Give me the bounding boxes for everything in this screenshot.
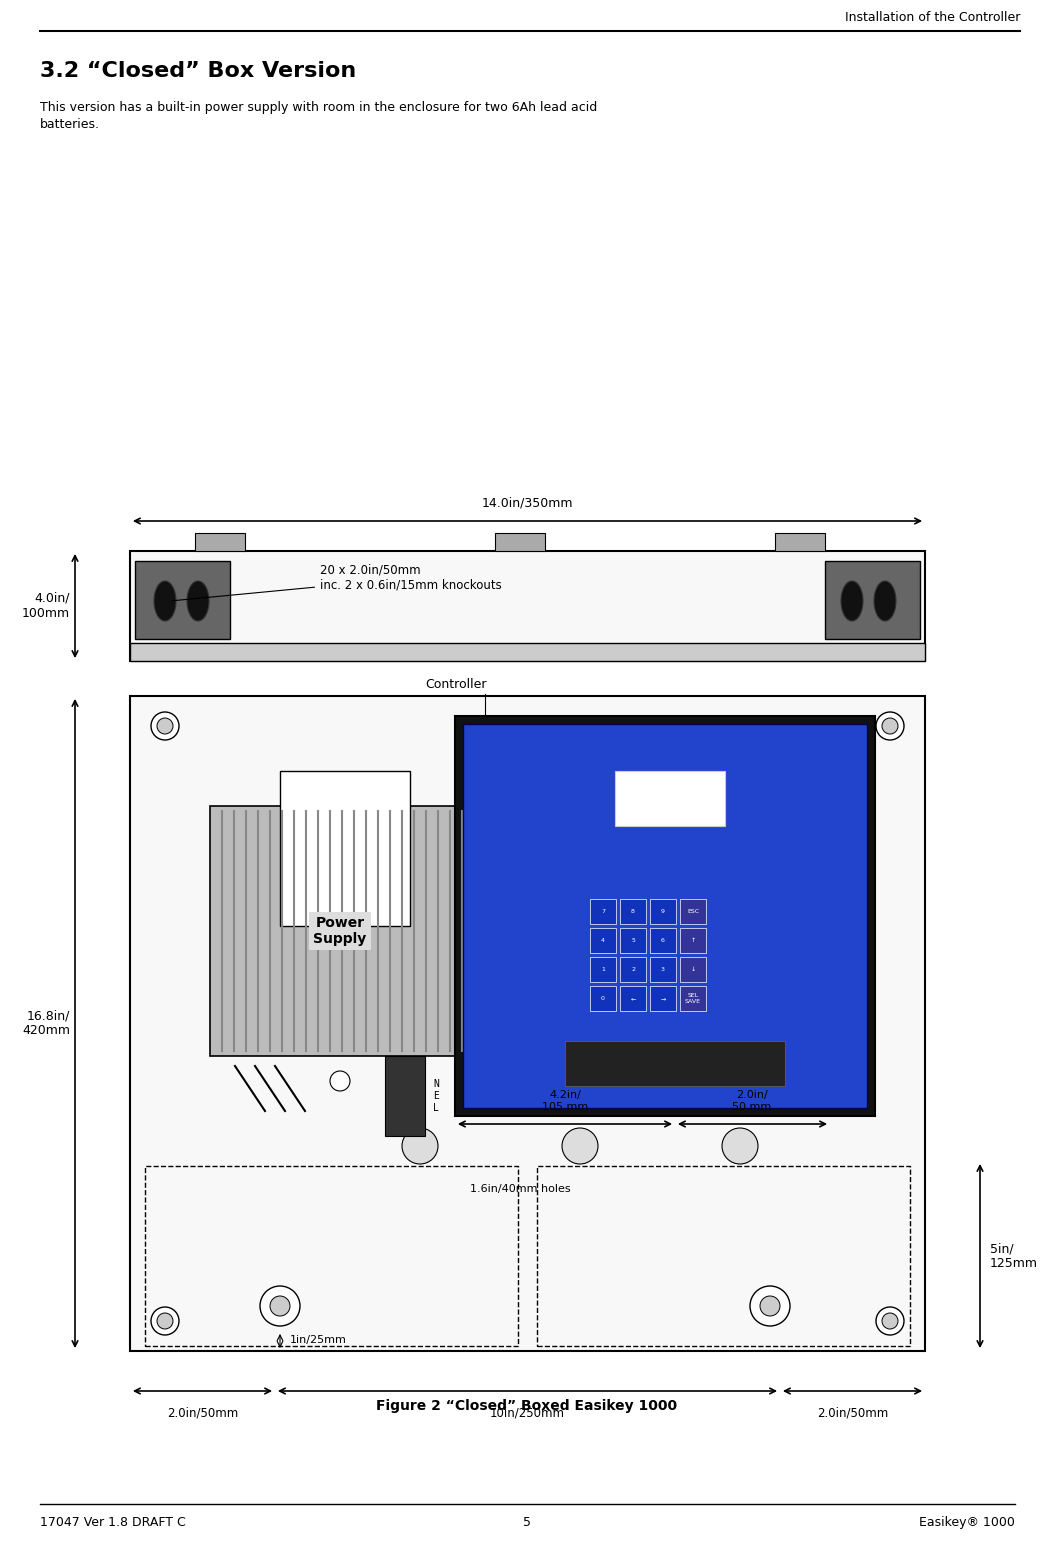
Text: ESC: ESC	[687, 908, 699, 915]
Text: Easikey® 1000: Easikey® 1000	[919, 1516, 1015, 1528]
Text: 5: 5	[631, 938, 635, 943]
Text: N
E
L: N E L	[433, 1079, 439, 1112]
Bar	[775, 532, 825, 551]
Bar	[135, 561, 230, 639]
Circle shape	[151, 1308, 179, 1334]
Text: 7: 7	[601, 908, 605, 915]
Text: 16.8in/
420mm: 16.8in/ 420mm	[22, 1010, 70, 1038]
Text: Power
Supply: Power Supply	[313, 916, 367, 946]
Bar	[680, 929, 706, 954]
Text: 5in/
125mm: 5in/ 125mm	[990, 1242, 1038, 1270]
Bar	[590, 899, 616, 924]
Bar	[130, 551, 925, 661]
Ellipse shape	[841, 581, 863, 622]
Circle shape	[402, 1128, 438, 1164]
Ellipse shape	[874, 581, 896, 622]
Bar	[615, 770, 725, 825]
Circle shape	[330, 1071, 350, 1092]
Bar	[650, 929, 676, 954]
Text: 3: 3	[661, 966, 665, 972]
Text: ↑: ↑	[690, 938, 695, 943]
Bar	[210, 806, 469, 1055]
Text: 9: 9	[661, 908, 665, 915]
Bar	[680, 899, 706, 924]
Text: 2.0in/50mm: 2.0in/50mm	[817, 1406, 888, 1419]
Bar	[463, 723, 867, 1109]
Circle shape	[750, 1286, 790, 1326]
Text: 6: 6	[661, 938, 665, 943]
Text: Installation of the Controller: Installation of the Controller	[845, 11, 1020, 23]
Bar	[280, 770, 410, 926]
Text: 0: 0	[601, 996, 605, 1001]
Bar	[620, 929, 646, 954]
Bar	[620, 957, 646, 982]
Bar	[455, 716, 875, 1117]
Circle shape	[760, 1297, 780, 1315]
Text: →: →	[660, 996, 666, 1001]
Text: 8: 8	[631, 908, 635, 915]
Bar	[620, 899, 646, 924]
Bar	[590, 929, 616, 954]
Bar	[385, 1055, 425, 1135]
Bar	[590, 987, 616, 1012]
Bar	[565, 1041, 785, 1085]
Bar	[130, 695, 925, 1351]
Text: 14.0in/350mm: 14.0in/350mm	[482, 496, 573, 509]
Text: 20 x 2.0in/50mm
inc. 2 x 0.6in/15mm knockouts: 20 x 2.0in/50mm inc. 2 x 0.6in/15mm knoc…	[173, 564, 502, 601]
Text: This version has a built-in power supply with room in the enclosure for two 6Ah : This version has a built-in power supply…	[40, 100, 597, 132]
Bar	[680, 987, 706, 1012]
Bar	[145, 1167, 518, 1347]
Text: 1.6in/40mm holes: 1.6in/40mm holes	[469, 1184, 571, 1193]
Circle shape	[876, 1308, 904, 1334]
Text: ↓: ↓	[690, 966, 695, 972]
Bar	[825, 561, 920, 639]
Circle shape	[270, 1297, 290, 1315]
Text: 4: 4	[601, 938, 605, 943]
Text: 1in/25mm: 1in/25mm	[290, 1334, 347, 1345]
Text: SEL
SAVE: SEL SAVE	[685, 993, 701, 1004]
Circle shape	[260, 1286, 300, 1326]
Circle shape	[722, 1128, 757, 1164]
Circle shape	[562, 1128, 598, 1164]
Text: 4.2in/
105 mm: 4.2in/ 105 mm	[542, 1090, 588, 1112]
Bar	[130, 644, 925, 661]
Bar	[650, 957, 676, 982]
Circle shape	[157, 1312, 173, 1330]
Bar	[650, 899, 676, 924]
Circle shape	[876, 713, 904, 741]
Text: 2: 2	[631, 966, 635, 972]
Circle shape	[151, 713, 179, 741]
Bar	[590, 957, 616, 982]
Bar	[650, 987, 676, 1012]
Text: 17047 Ver 1.8 DRAFT C: 17047 Ver 1.8 DRAFT C	[40, 1516, 186, 1528]
Bar	[537, 1167, 910, 1347]
Text: Controller: Controller	[425, 678, 486, 691]
Bar	[680, 957, 706, 982]
Ellipse shape	[187, 581, 209, 622]
Text: 3.2 “Closed” Box Version: 3.2 “Closed” Box Version	[40, 61, 357, 81]
Bar	[620, 987, 646, 1012]
Text: 1: 1	[601, 966, 605, 972]
Text: 2.0in/50mm: 2.0in/50mm	[167, 1406, 238, 1419]
Bar	[195, 532, 245, 551]
Bar	[495, 532, 545, 551]
Text: 2.0in/
50 mm: 2.0in/ 50 mm	[732, 1090, 771, 1112]
Text: 4.0in/
100mm: 4.0in/ 100mm	[22, 592, 70, 620]
Circle shape	[882, 717, 898, 734]
Text: 10in/250mm: 10in/250mm	[490, 1406, 565, 1419]
Text: Figure 2 “Closed” Boxed Easikey 1000: Figure 2 “Closed” Boxed Easikey 1000	[377, 1398, 677, 1413]
Circle shape	[157, 717, 173, 734]
Text: 5: 5	[523, 1516, 531, 1528]
Text: ←: ←	[631, 996, 635, 1001]
Circle shape	[882, 1312, 898, 1330]
Ellipse shape	[154, 581, 176, 622]
